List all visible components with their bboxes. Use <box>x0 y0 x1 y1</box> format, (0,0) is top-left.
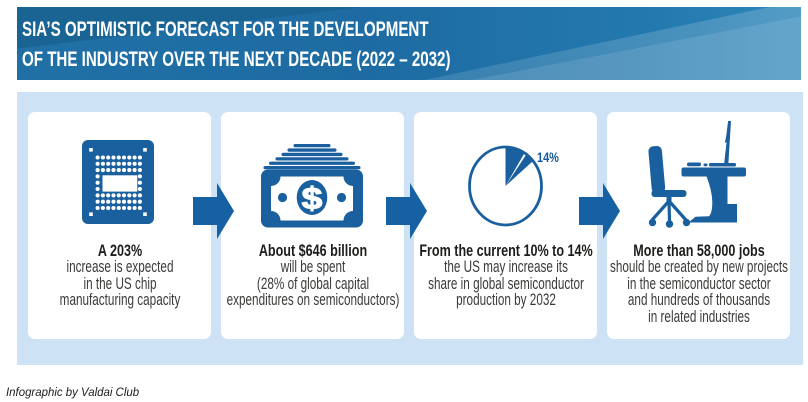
svg-text:$: $ <box>302 181 323 215</box>
